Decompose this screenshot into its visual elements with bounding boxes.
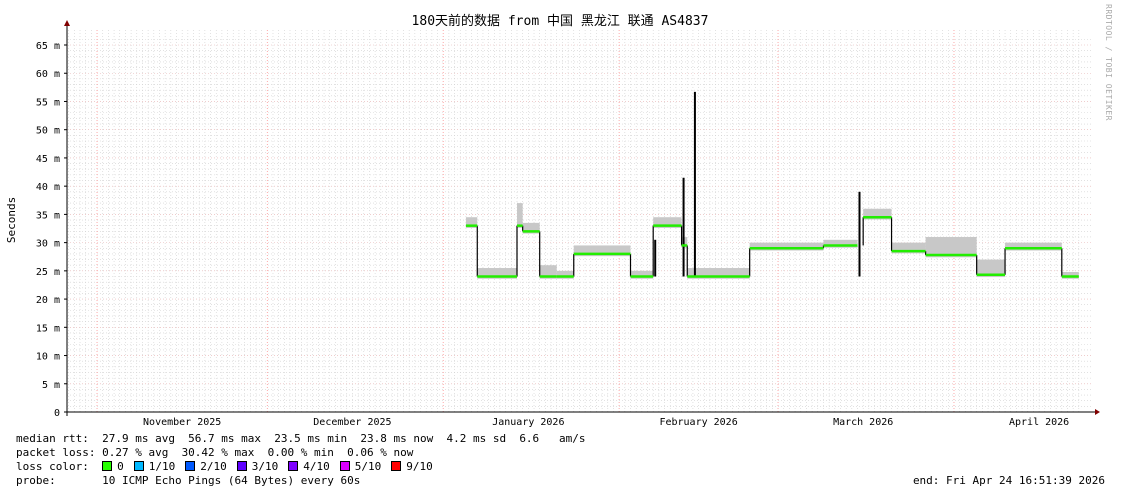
y-axis-arrow [64, 20, 70, 26]
loss-color-label: 2/10 [200, 460, 227, 473]
y-tick-label: 35 m [36, 210, 60, 221]
smoke-band [1005, 242, 1062, 251]
legend-probe: probe: 10 ICMP Echo Pings (64 Bytes) eve… [16, 474, 361, 487]
loss-color-swatch [133, 461, 144, 471]
loss-color-label: 9/10 [406, 460, 433, 473]
smoke-band [976, 259, 1006, 278]
smoke-band [749, 242, 824, 251]
smoke-band [630, 270, 654, 279]
y-tick-label: 0 [54, 408, 60, 419]
x-tick-label: January 2026 [492, 417, 564, 428]
y-tick-label: 25 m [36, 267, 60, 278]
y-tick-label: 5 m [42, 380, 60, 391]
rrdtool-watermark: RRDTOOL / TOBI OETIKER [1104, 4, 1113, 121]
smoke-band [687, 268, 750, 279]
loss-color-label: 4/10 [303, 460, 330, 473]
smoke-band [863, 208, 892, 220]
smoke-band [573, 245, 631, 257]
x-tick-label: March 2026 [833, 417, 893, 428]
smoke-band [517, 203, 523, 228]
smoke-band [477, 268, 517, 279]
legend-packet-loss: packet loss: 0.27 % avg 30.42 % max 0.00… [16, 446, 414, 459]
smoke-band [522, 222, 540, 234]
loss-color-item: 2/10 [185, 460, 227, 473]
y-tick-label: 60 m [36, 69, 60, 80]
y-tick-label: 65 m [36, 41, 60, 52]
loss-color-item: 4/10 [288, 460, 330, 473]
smoke-band [653, 217, 682, 228]
loss-color-item: 1/10 [133, 460, 176, 473]
smoke-band [891, 242, 926, 254]
loss-color-swatch [339, 461, 350, 471]
chart-title: 180天前的数据 from 中国 黑龙江 联通 AS4837 [412, 13, 709, 29]
y-tick-label: 20 m [36, 295, 60, 306]
loss-color-label: loss color: [16, 460, 103, 473]
legend-loss-color: loss color: 0 1/10 2/10 3/10 4/10 5/10 9/10 [16, 460, 443, 473]
smoke-band [925, 236, 977, 258]
loss-color-swatch [236, 461, 247, 471]
loss-color-swatch [288, 461, 299, 471]
loss-color-swatch [102, 461, 113, 471]
y-tick-label: 10 m [36, 352, 60, 363]
loss-color-swatch [391, 461, 402, 471]
loss-color-item: 5/10 [339, 460, 382, 473]
y-tick-label: 50 m [36, 126, 60, 137]
loss-color-label: 1/10 [148, 460, 176, 473]
loss-color-swatch [185, 461, 196, 471]
legend-median-rtt: median rtt: 27.9 ms avg 56.7 ms max 23.5… [16, 432, 586, 445]
loss-color-label: 0 [117, 460, 124, 473]
smoke-band [556, 270, 574, 279]
loss-color-item: 0 [102, 460, 124, 473]
smoke-band [823, 239, 858, 248]
y-axis-label: Seconds [5, 197, 18, 243]
loss-color-item: 9/10 [391, 460, 433, 473]
y-tick-label: 30 m [36, 239, 60, 250]
loss-color-item: 3/10 [236, 460, 279, 473]
legend-end-time: end: Fri Apr 24 16:51:39 2026 [912, 474, 1105, 487]
y-tick-label: 40 m [36, 182, 60, 193]
x-axis-arrow [1095, 409, 1100, 415]
loss-color-label: 3/10 [251, 460, 279, 473]
x-tick-label: April 2026 [1009, 417, 1069, 428]
loss-color-label: 5/10 [354, 460, 382, 473]
x-tick-label: November 2025 [143, 417, 221, 428]
x-tick-label: December 2025 [313, 417, 391, 428]
x-tick-label: February 2026 [659, 417, 737, 428]
y-tick-label: 45 m [36, 154, 60, 165]
y-tick-label: 15 m [36, 323, 60, 334]
y-tick-label: 55 m [36, 97, 60, 108]
smoke-band [465, 217, 478, 228]
